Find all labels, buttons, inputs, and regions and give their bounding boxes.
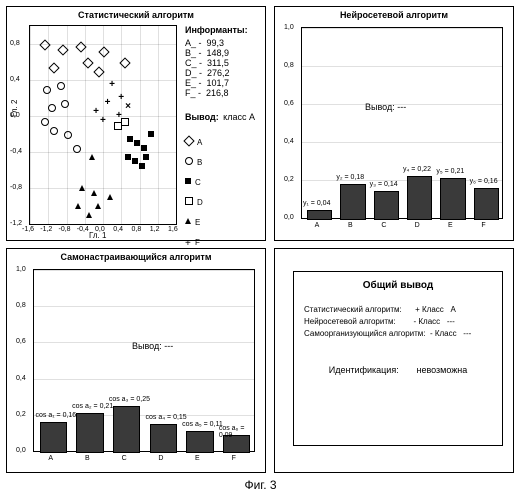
bar-value-label: y₁ = 0,04 (303, 200, 330, 207)
bar (40, 422, 68, 453)
scatter-plot: -1,6-1,2-0,8-0,40,00,40,81,21,6-1,2-0,8-… (29, 25, 177, 225)
bar-value-label: y₅ = 0,21 (436, 168, 464, 175)
scatter-point (95, 203, 101, 209)
informants-list: A_ - 99,3B_ - 148,9C_ - 311,5D_ - 276,2E… (185, 38, 263, 98)
scatter-point (57, 82, 65, 90)
figure-caption: Фиг. 3 (0, 478, 521, 492)
bar-value-label: cos a₄ = 0,15 (146, 414, 187, 421)
legend-row: D (185, 192, 263, 210)
scatter-point (141, 145, 147, 151)
bar-value-label: y₄ = 0,22 (403, 166, 431, 173)
scatter-point (86, 212, 92, 218)
scatter-point (41, 118, 49, 126)
scatter-point (98, 47, 109, 58)
scatter-point (148, 131, 154, 137)
scatter-point (107, 194, 113, 200)
scatter-point (79, 185, 85, 191)
bar-value-label: cos a₁ = 0,16 (36, 412, 77, 419)
bar (76, 413, 104, 453)
scatter-point (75, 203, 81, 209)
informant-row: A_ - 99,3 (185, 38, 263, 48)
bar-value-label: y₂ = 0,18 (336, 174, 364, 181)
bar-value-label: cos a₅ = 0,11 (182, 421, 223, 428)
scatter-point (139, 163, 145, 169)
neural-output-label: Вывод: (365, 102, 395, 112)
xlabel: Гл. 1 (89, 231, 106, 240)
informant-row: D_ - 276,2 (185, 68, 263, 78)
bar (440, 178, 465, 220)
self-plot: 0,00,20,40,60,81,0Acos a₁ = 0,16Bcos a₂ … (33, 269, 255, 452)
panel-neural-title: Нейросетевой алгоритм (275, 10, 513, 20)
stat-output-label: Вывод: (185, 112, 219, 122)
bar-value-label: cos a₂ = 0,21 (72, 403, 113, 410)
informant-row: B_ - 148,9 (185, 48, 263, 58)
panel-self-title: Самонастраивающийся алгоритм (7, 252, 265, 262)
informant-row: F_ - 216,8 (185, 88, 263, 98)
summary-row: Статистический алгоритм: + Класс A (304, 305, 492, 314)
scatter-point (125, 154, 131, 160)
neural-output-value: --- (397, 102, 406, 112)
bar (150, 424, 178, 453)
scatter-point (48, 104, 56, 112)
scatter-point: + (100, 118, 106, 124)
scatter-point: + (118, 95, 124, 101)
scatter-point (89, 154, 95, 160)
scatter-point: × (125, 104, 131, 110)
ident-label: Идентификация: (329, 365, 399, 375)
summary-rows: Статистический алгоритм: + Класс A Нейрос… (304, 305, 492, 338)
scatter-point (64, 131, 72, 139)
scatter-point (134, 140, 140, 146)
legend-row: A (185, 132, 263, 150)
scatter-point: + (109, 82, 115, 88)
scatter-point (48, 62, 59, 73)
bar-value-label: y₃ = 0,14 (370, 181, 398, 188)
summary-row: Самоорганизующийся алгоритм: - Класс --- (304, 329, 492, 338)
informant-row: C_ - 311,5 (185, 58, 263, 68)
ylabel: Гл. 2 (10, 100, 19, 117)
informant-row: E_ - 101,7 (185, 78, 263, 88)
scatter-point: + (93, 109, 99, 115)
summary-row: Нейросетевой алгоритм: - Класс --- (304, 317, 492, 326)
scatter-point (61, 100, 69, 108)
bar-value-label: cos a₃ = 0,25 (109, 396, 150, 403)
legend-row: C (185, 172, 263, 190)
scatter-point (143, 154, 149, 160)
bar (374, 191, 399, 220)
scatter-point (91, 190, 97, 196)
self-output-value: --- (164, 341, 173, 351)
scatter-point (127, 136, 133, 142)
bar (307, 210, 332, 220)
scatter-point (50, 127, 58, 135)
scatter-point: + (116, 113, 122, 119)
bar-value-label: y₆ = 0,16 (470, 178, 498, 185)
bar (186, 431, 214, 453)
legend-row: B (185, 152, 263, 170)
ident-value: невозможна (417, 365, 468, 375)
panel-self: Самонастраивающийся алгоритм 0,00,20,40,… (6, 248, 266, 473)
scatter-point: + (105, 100, 111, 106)
scatter-point (43, 86, 51, 94)
bar (474, 188, 499, 220)
bar (407, 176, 432, 220)
panel-stat-title: Статистический алгоритм (7, 10, 265, 20)
scatter-point (132, 158, 138, 164)
panel-neural: Нейросетевой алгоритм 0,00,20,40,60,81,0… (274, 6, 514, 241)
self-output-label: Вывод: (132, 341, 162, 351)
scatter-point (73, 145, 81, 153)
bar (340, 184, 365, 220)
legend-row: E (185, 212, 263, 230)
panel-summary-title: Общий вывод (304, 280, 492, 291)
informants-header: Информанты: (185, 25, 263, 35)
neural-plot: 0,00,20,40,60,81,0Ay₁ = 0,04By₂ = 0,18Cy… (301, 27, 503, 219)
panel-stat: Статистический алгоритм -1,6-1,2-0,8-0,4… (6, 6, 266, 241)
bar-value-label: cos a₆ = 0,09 (219, 425, 254, 439)
bar (113, 406, 141, 453)
stat-output-value: класс A (223, 112, 255, 122)
panel-summary: Общий вывод Статистический алгоритм: + К… (274, 248, 514, 473)
informants-block: Информанты: A_ - 99,3B_ - 148,9C_ - 311,… (185, 25, 263, 272)
